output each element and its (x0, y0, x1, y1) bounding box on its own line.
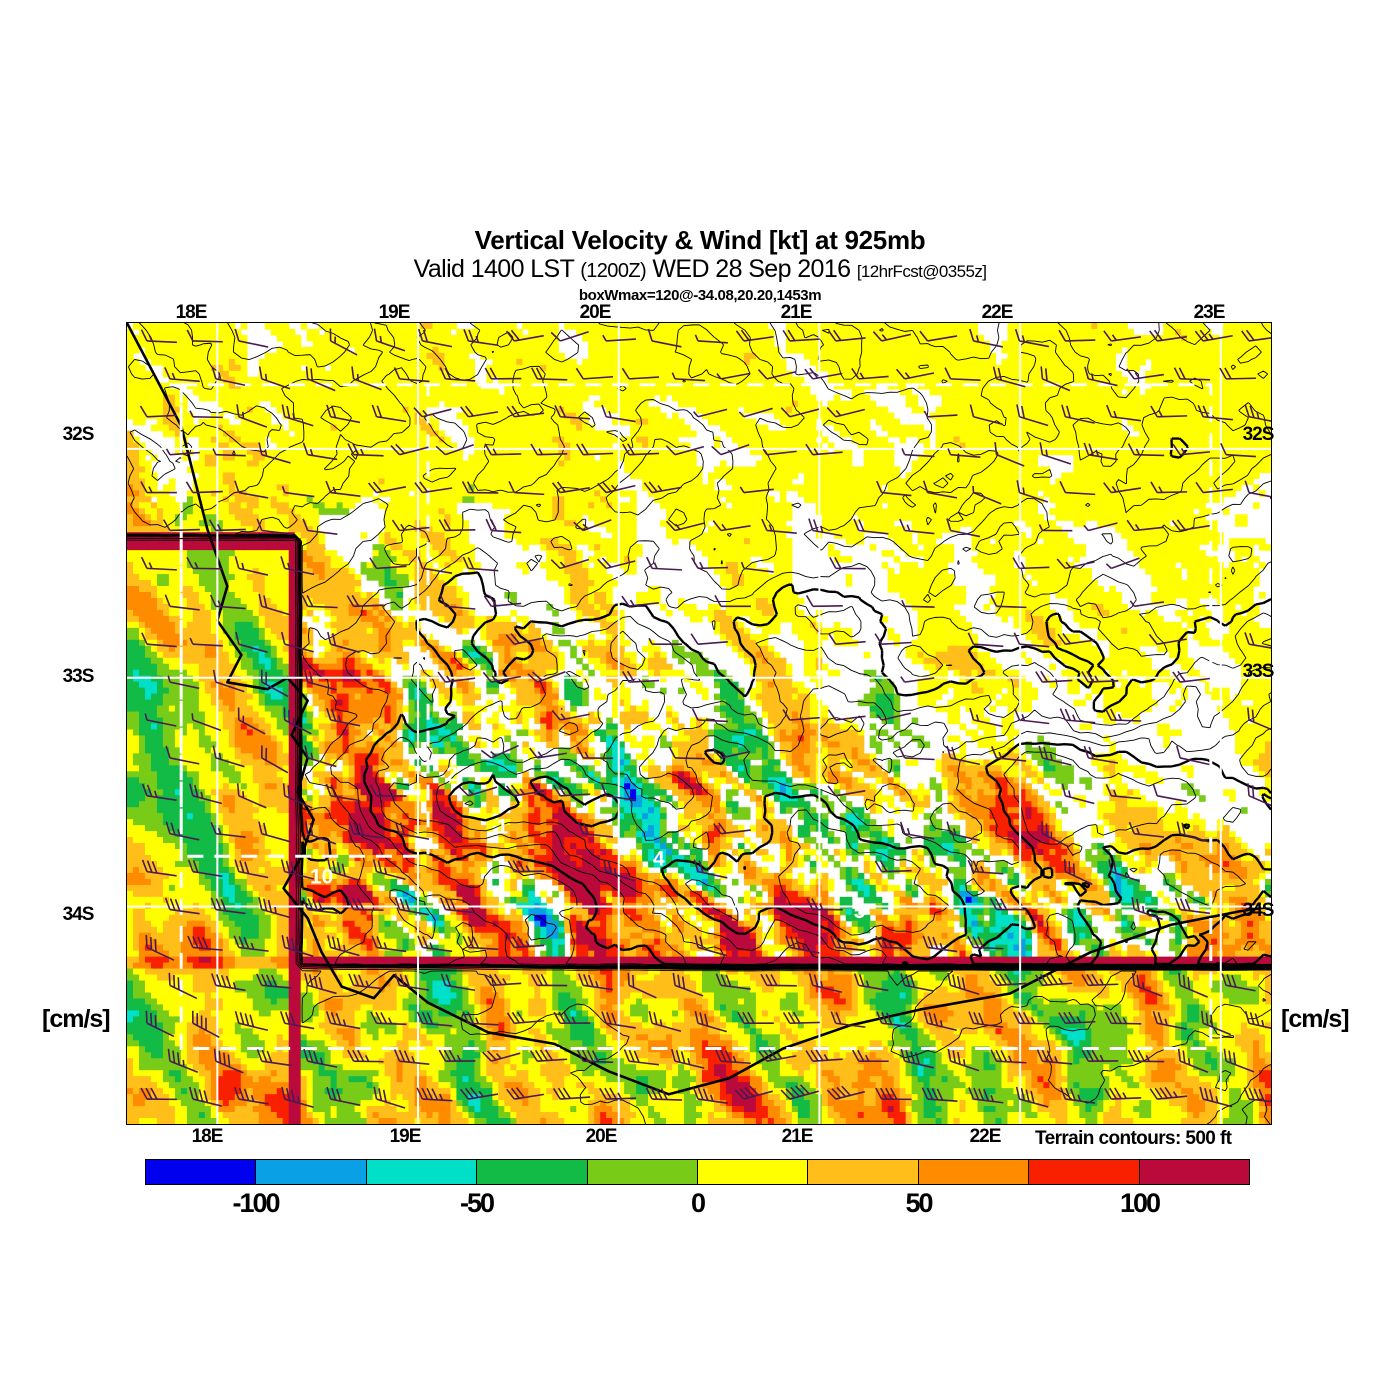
colorbar-tick-labels: -100 -50 0 50 100 (145, 1188, 1250, 1222)
valid-time-subtitle: Valid 1400 LST (1200Z) WED 28 Sep 2016 [… (0, 255, 1400, 286)
contour-label-10: 10 (310, 866, 333, 889)
units-label-left: [cm/s] (42, 1005, 111, 1034)
colorbar-swatch-2 (366, 1160, 478, 1184)
colorbar-tick--50: -50 (460, 1188, 495, 1219)
weather-map-svg: 2 1 10 4 5 (127, 323, 1271, 1124)
terrain-contour-note: Terrain contours: 500 ft (1035, 1128, 1232, 1150)
contour-label-4: 4 (653, 847, 665, 870)
colorbar-swatch-4 (587, 1160, 699, 1184)
colorbar-swatch-8 (1029, 1160, 1140, 1184)
page-title: Vertical Velocity & Wind [kt] at 925mb (0, 225, 1400, 255)
valid-prefix: Valid 1400 LST (414, 255, 581, 283)
contour-label-1: 1 (497, 815, 509, 838)
valid-zulu: (1200Z) (580, 260, 646, 282)
lat-tick-right-32s: 32S (1243, 424, 1275, 446)
colorbar-tick-100: 100 (1120, 1188, 1161, 1219)
colorbar-tick-50: 50 (905, 1188, 933, 1219)
boxwmax-annotation: boxWmax=120@-34.08,20.20,1453m (0, 286, 1400, 306)
lon-tick-top-23e: 23E (1194, 302, 1226, 324)
valid-suffix: WED 28 Sep 2016 (646, 255, 857, 283)
colorbar-tick--100: -100 (232, 1188, 280, 1219)
colorbar-swatch-1 (256, 1160, 367, 1184)
colorbar[interactable] (145, 1159, 1250, 1185)
contour-label-2: 2 (446, 763, 458, 786)
lon-tick-bottom-21e: 21E (782, 1126, 814, 1148)
lon-tick-top-19e: 19E (379, 302, 411, 324)
lon-tick-bottom-18e: 18E (192, 1126, 224, 1148)
lon-tick-bottom-19e: 19E (390, 1126, 422, 1148)
lon-tick-top-20e: 20E (580, 302, 612, 324)
forecast-tag: [12hrFcst@0355z] (857, 262, 987, 281)
lon-tick-top-18e: 18E (176, 302, 208, 324)
colorbar-tick-0: 0 (691, 1188, 706, 1219)
colorbar-swatch-0 (146, 1160, 257, 1184)
lat-tick-right-34s: 34S (1243, 900, 1275, 922)
lat-tick-left-32s: 32S (63, 424, 95, 446)
colorbar-swatch-6 (808, 1160, 919, 1184)
lat-tick-right-33s: 33S (1243, 661, 1275, 683)
map-plot-area[interactable]: 2 1 10 4 5 (126, 322, 1272, 1125)
colorbar-swatch-9 (1139, 1160, 1250, 1184)
lat-tick-left-34s: 34S (63, 904, 95, 926)
colorbar-swatch-3 (477, 1160, 588, 1184)
lon-tick-top-21e: 21E (781, 302, 813, 324)
units-label-right: [cm/s] (1281, 1005, 1350, 1034)
lon-tick-bottom-22e: 22E (970, 1126, 1002, 1148)
title-block: Vertical Velocity & Wind [kt] at 925mb V… (0, 225, 1400, 306)
colorbar-swatch-7 (918, 1160, 1030, 1184)
lon-tick-bottom-20e: 20E (586, 1126, 618, 1148)
lon-tick-top-22e: 22E (982, 302, 1014, 324)
lat-tick-left-33s: 33S (63, 666, 95, 688)
contour-label-5: 5 (854, 900, 866, 923)
colorbar-swatch-5 (698, 1160, 809, 1184)
